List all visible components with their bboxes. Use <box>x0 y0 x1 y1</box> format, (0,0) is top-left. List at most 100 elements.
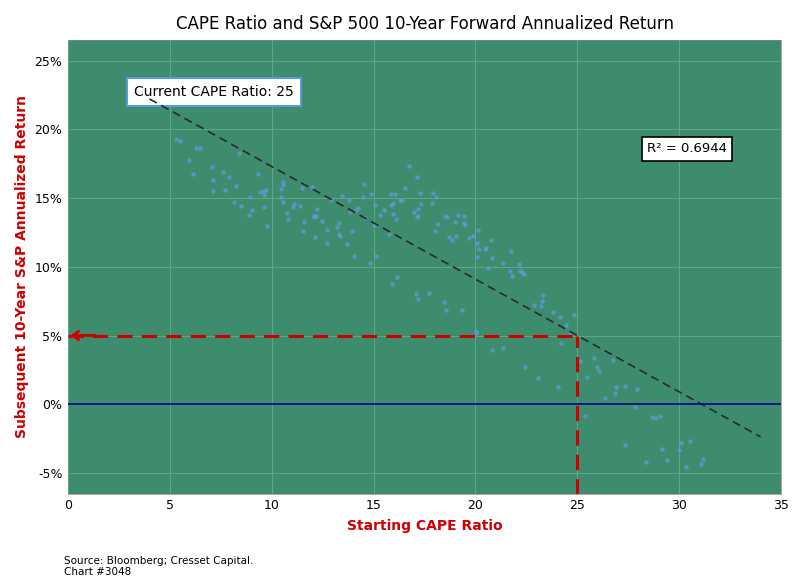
Point <box>356 193 369 202</box>
Point <box>618 381 631 390</box>
Point <box>296 227 308 236</box>
Point <box>422 289 435 298</box>
Point <box>660 456 673 465</box>
Point <box>349 206 362 215</box>
Point <box>628 402 641 411</box>
Point <box>478 244 491 254</box>
Point <box>471 225 483 234</box>
Point <box>458 220 471 230</box>
Point <box>448 218 461 227</box>
Point <box>554 338 567 347</box>
Point <box>439 305 452 315</box>
Point <box>320 238 332 247</box>
Point <box>388 189 401 198</box>
Point <box>410 173 423 182</box>
Point <box>655 444 668 454</box>
Point <box>592 366 605 375</box>
Point <box>187 169 200 178</box>
Point <box>606 356 619 365</box>
Point <box>414 199 427 209</box>
Point <box>280 208 293 217</box>
Point <box>469 326 482 335</box>
Y-axis label: Subsequent 10-Year S&P Annualized Return: Subsequent 10-Year S&P Annualized Return <box>15 95 29 438</box>
Point <box>512 259 524 269</box>
Point <box>394 195 407 205</box>
Title: CAPE Ratio and S&P 500 10-Year Forward Annualized Return: CAPE Ratio and S&P 500 10-Year Forward A… <box>175 15 673 33</box>
Point <box>345 226 358 236</box>
Point <box>297 217 310 226</box>
Point <box>335 191 348 201</box>
Point <box>551 382 564 391</box>
Point <box>430 220 443 229</box>
Point <box>393 195 406 205</box>
Point <box>324 195 337 205</box>
Point <box>311 204 324 213</box>
Point <box>385 280 397 289</box>
X-axis label: Starting CAPE Ratio: Starting CAPE Ratio <box>346 519 502 533</box>
Point <box>466 231 479 241</box>
Point <box>674 438 687 448</box>
Point <box>573 356 586 366</box>
Point <box>245 205 258 215</box>
Text: Source: Bloomberg; Cresset Capital.
Chart #3048: Source: Bloomberg; Cresset Capital. Char… <box>64 556 254 577</box>
Point <box>222 172 235 181</box>
Point <box>679 462 691 472</box>
Point <box>308 212 320 221</box>
Point <box>527 300 540 310</box>
Point <box>517 269 530 279</box>
Point <box>609 382 622 392</box>
Point <box>518 363 531 372</box>
Point <box>275 192 287 201</box>
Point <box>340 239 353 248</box>
Point <box>589 363 602 372</box>
Point <box>287 200 300 209</box>
Point <box>566 310 579 319</box>
Point <box>296 184 308 193</box>
Point <box>410 212 422 221</box>
Point <box>440 212 453 222</box>
Point <box>504 246 517 255</box>
Point <box>251 169 264 178</box>
Point <box>407 207 420 216</box>
Point <box>315 216 328 226</box>
Point <box>276 181 289 190</box>
Point <box>386 199 399 208</box>
Point <box>294 201 307 210</box>
Point <box>515 268 528 277</box>
Point <box>307 212 320 222</box>
Point <box>505 271 518 280</box>
Point <box>332 218 345 227</box>
Point <box>389 215 402 224</box>
Point <box>363 258 376 268</box>
Point <box>428 226 441 235</box>
Point <box>457 212 470 221</box>
Point <box>587 353 600 362</box>
Point <box>479 244 491 253</box>
Text: Current CAPE Ratio: 25: Current CAPE Ratio: 25 <box>134 85 294 99</box>
Point <box>472 245 485 254</box>
Point <box>451 210 464 220</box>
Point <box>373 210 386 220</box>
Point <box>513 266 526 276</box>
Point <box>653 411 666 420</box>
Point <box>470 239 483 248</box>
Point <box>310 211 323 220</box>
Point <box>437 297 450 307</box>
Point <box>369 201 381 210</box>
Point <box>258 190 271 199</box>
Point <box>455 305 468 315</box>
Point <box>545 308 558 317</box>
Point <box>481 264 494 273</box>
Point <box>503 266 516 275</box>
Point <box>449 231 462 241</box>
Point <box>533 302 546 311</box>
Point <box>368 220 381 230</box>
Point <box>276 178 289 187</box>
Point <box>426 188 439 198</box>
Point <box>234 201 247 210</box>
Point <box>232 148 245 157</box>
Point <box>402 161 414 170</box>
Point <box>256 187 269 196</box>
Text: R² = 0.6944: R² = 0.6944 <box>646 142 726 156</box>
Point <box>254 187 267 196</box>
